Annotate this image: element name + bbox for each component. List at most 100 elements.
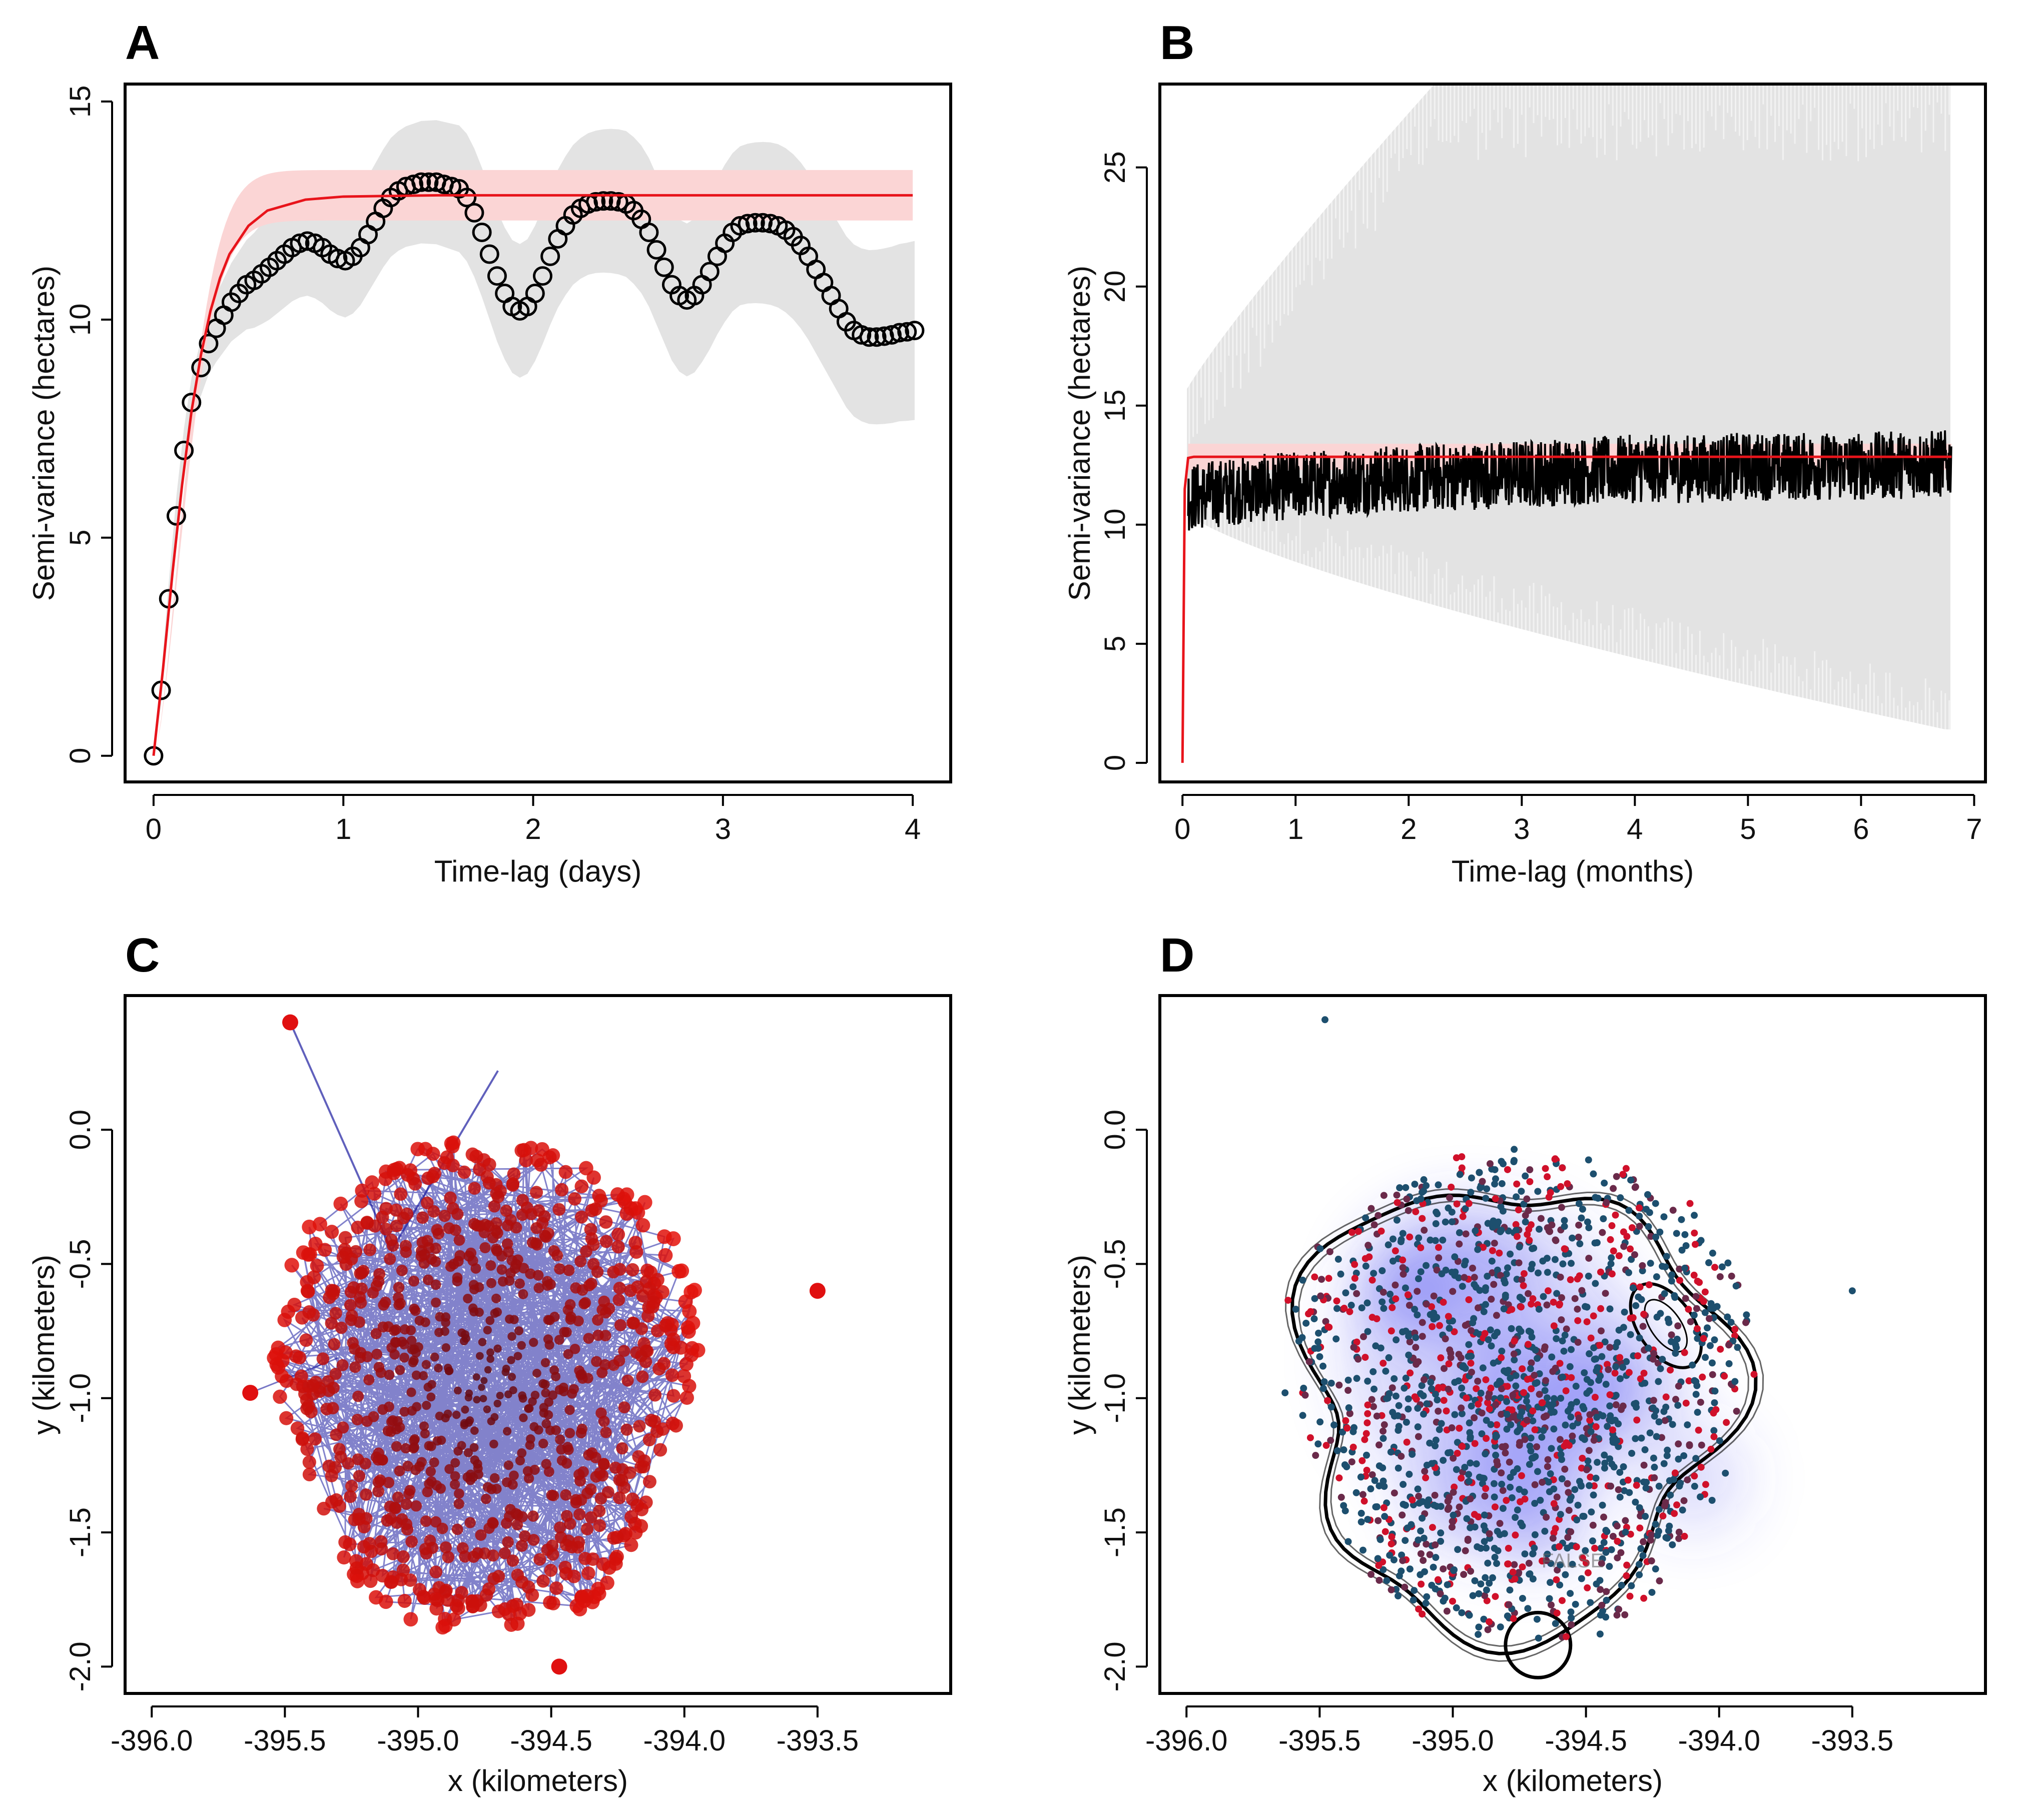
location-dot: [1722, 1469, 1729, 1477]
location-dot: [1500, 1305, 1508, 1313]
location-dot: [1528, 1359, 1535, 1367]
location-dot: [1564, 1180, 1571, 1188]
location-point: [450, 1458, 460, 1468]
location-point: [461, 1405, 469, 1414]
location-dot: [1405, 1207, 1412, 1214]
location-dot: [1520, 1200, 1528, 1208]
location-dot: [1631, 1400, 1638, 1408]
location-point: [554, 1521, 566, 1534]
location-dot: [1567, 1276, 1574, 1284]
location-point: [412, 1402, 422, 1412]
location-dot: [1420, 1376, 1428, 1383]
location-dot: [1525, 1290, 1532, 1297]
location-point: [450, 1471, 460, 1481]
location-dot: [1733, 1407, 1740, 1415]
location-dot: [1562, 1387, 1570, 1395]
location-dot: [1421, 1467, 1429, 1475]
location-dot: [1447, 1449, 1454, 1456]
location-point: [502, 1536, 514, 1548]
panel-a-plot-bg: [144, 120, 925, 766]
location-dot: [1559, 1164, 1566, 1172]
location-point: [437, 1156, 451, 1170]
location-point: [536, 1217, 549, 1229]
location-dot: [1544, 1463, 1551, 1470]
location-dot: [1511, 1337, 1518, 1345]
panel-b-frame: [1158, 83, 1987, 783]
location-point: [436, 1522, 448, 1534]
location-dot: [1477, 1580, 1485, 1588]
location-point: [574, 1255, 587, 1268]
panel-c-plot-bg: [242, 1014, 826, 1675]
location-dot: [1496, 1520, 1504, 1527]
location-point: [580, 1522, 594, 1536]
location-point: [501, 1517, 512, 1529]
location-dot: [1693, 1325, 1701, 1332]
location-point: [478, 1384, 485, 1391]
location-dot: [1584, 1218, 1591, 1226]
location-point: [352, 1512, 366, 1526]
location-dot: [1568, 1621, 1575, 1628]
x-tick-label: -395.5: [244, 1724, 326, 1757]
location-dot: [1580, 1513, 1588, 1520]
location-dot: [1574, 1317, 1582, 1324]
location-dot: [1300, 1384, 1307, 1392]
location-dot: [1522, 1218, 1529, 1226]
location-dot: [1599, 1501, 1606, 1509]
location-dot: [1639, 1552, 1647, 1559]
location-dot: [1402, 1374, 1410, 1382]
location-dot: [1388, 1533, 1396, 1541]
location-dot: [1574, 1339, 1582, 1346]
location-dot: [1545, 1193, 1553, 1201]
location-point: [345, 1480, 358, 1493]
location-point: [355, 1282, 368, 1295]
semivariance-point: [525, 284, 545, 303]
location-dot: [1363, 1466, 1371, 1474]
location-point: [501, 1238, 513, 1250]
location-dot: [1557, 1273, 1564, 1281]
location-point: [310, 1259, 324, 1273]
location-dot: [1543, 1557, 1550, 1564]
location-dot: [1475, 1590, 1483, 1597]
location-dot: [1490, 1281, 1498, 1288]
location-point: [623, 1466, 636, 1479]
location-dot: [1529, 1407, 1537, 1415]
location-point: [394, 1572, 408, 1586]
location-dot: [1460, 1571, 1468, 1578]
location-point: [360, 1488, 372, 1501]
location-dot: [1380, 1359, 1387, 1367]
location-dot: [1567, 1260, 1575, 1267]
location-dot: [1597, 1611, 1604, 1619]
location-dot: [1451, 1411, 1459, 1418]
location-dot: [1465, 1471, 1473, 1478]
location-dot: [1504, 1612, 1511, 1620]
location-point: [485, 1260, 496, 1271]
location-dot: [1585, 1156, 1592, 1164]
location-dot: [1489, 1247, 1496, 1254]
location-dot: [1359, 1491, 1367, 1498]
location-dot: [1557, 1561, 1564, 1569]
location-dot: [1578, 1575, 1585, 1582]
location-point: [637, 1195, 652, 1210]
location-point: [441, 1413, 450, 1423]
location-dot: [1402, 1501, 1409, 1509]
x-tick-label: 4: [1627, 813, 1643, 845]
location-dot: [1557, 1394, 1565, 1402]
location-dot: [1410, 1596, 1417, 1604]
location-dot: [1622, 1165, 1630, 1172]
location-dot: [1442, 1335, 1449, 1343]
location-dot: [1361, 1354, 1369, 1361]
location-point: [299, 1333, 313, 1347]
location-dot: [1518, 1472, 1525, 1479]
location-dot: [1636, 1524, 1644, 1532]
location-point-outlier: [282, 1014, 298, 1031]
location-point: [430, 1242, 442, 1254]
location-point: [509, 1470, 519, 1481]
location-dot: [1681, 1532, 1688, 1540]
location-point: [572, 1602, 587, 1617]
location-point: [432, 1436, 442, 1446]
location-dot: [1667, 1366, 1674, 1374]
location-dot: [1622, 1517, 1629, 1524]
location-dot: [1671, 1469, 1679, 1477]
location-dot: [1636, 1212, 1643, 1220]
semivariance-point: [593, 191, 613, 211]
